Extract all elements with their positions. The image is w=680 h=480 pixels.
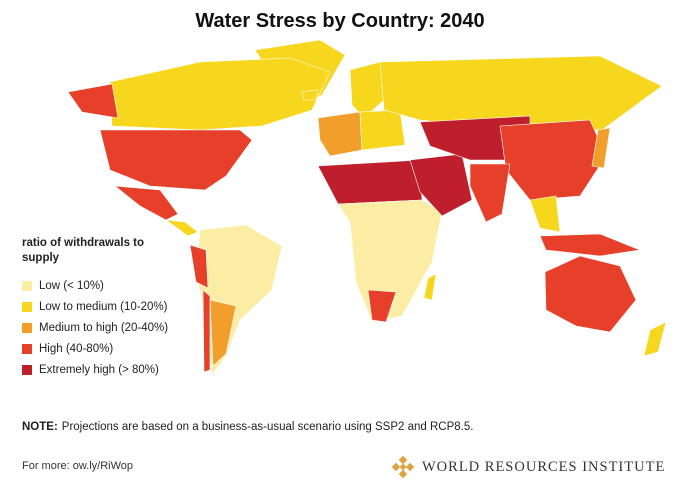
legend-label: High (40-80%): [39, 342, 114, 355]
logo-icon: [392, 456, 414, 478]
india: [469, 163, 511, 223]
legend-item: Low (< 10%): [22, 275, 168, 296]
note-text: Projections are based on a business-as-u…: [61, 421, 474, 433]
swatch: [22, 343, 32, 354]
legend-label: Extremely high (> 80%): [39, 363, 159, 376]
legend-item: Medium to high (20-40%): [22, 317, 168, 338]
legend-item: High (40-80%): [22, 338, 168, 359]
note-label: NOTE:: [22, 421, 58, 433]
legend: ratio of withdrawals to supply Low (< 10…: [22, 236, 168, 380]
swatch: [22, 322, 32, 333]
logo-text: WORLD RESOURCES INSTITUTE: [422, 458, 666, 475]
note: NOTE: Projections are based on a business…: [22, 421, 473, 433]
peru: [189, 244, 209, 289]
central-america: [164, 219, 199, 237]
iceland: [301, 89, 319, 101]
usa: [99, 129, 253, 191]
legend-label: Medium to high (20-40%): [39, 321, 169, 334]
chile: [202, 289, 211, 373]
japan: [591, 127, 611, 169]
swatch: [22, 364, 32, 375]
swatch: [22, 301, 32, 312]
alaska: [67, 83, 119, 119]
swatch: [22, 280, 32, 291]
argentina: [209, 299, 237, 367]
madagascar: [423, 273, 437, 301]
new-zealand: [643, 321, 667, 357]
legend-title: ratio of withdrawals to supply: [22, 237, 145, 264]
middle-east: [409, 153, 473, 217]
eastern-europe: [359, 109, 406, 151]
legend-label: Low to medium (10-20%): [39, 300, 168, 313]
china: [499, 119, 607, 201]
legend-item: Extremely high (> 80%): [22, 359, 168, 380]
mexico: [114, 185, 179, 221]
north-africa: [317, 159, 423, 205]
western-europe: [317, 111, 363, 157]
indonesia: [539, 233, 642, 257]
legend-label: Low (< 10%): [39, 279, 104, 292]
scandinavia: [349, 61, 385, 119]
africa: [337, 199, 443, 323]
title: Water Stress by Country: 2040: [195, 10, 485, 32]
canada: [109, 57, 331, 131]
world-map: [67, 39, 667, 376]
australia: [544, 255, 637, 333]
legend-item: Low to medium (10-20%): [22, 296, 168, 317]
link[interactable]: For more: ow.ly/RiWop: [22, 460, 134, 472]
logo: WORLD RESOURCES INSTITUTE: [392, 456, 665, 478]
southeast-asia: [529, 195, 561, 233]
southern-africa: [367, 289, 397, 323]
